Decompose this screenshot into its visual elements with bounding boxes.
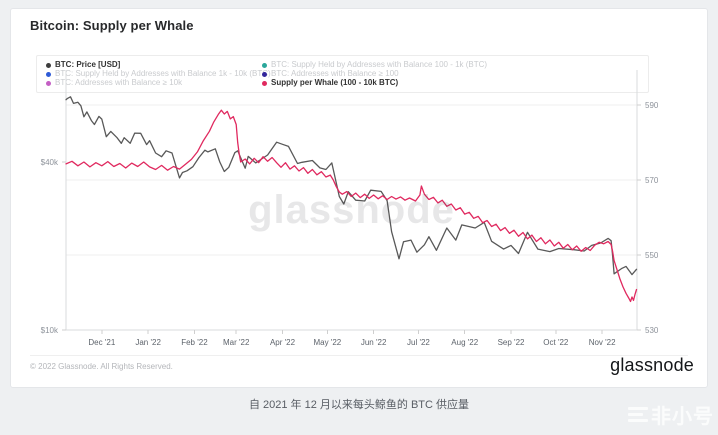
x-axis-tick-label: Nov '22: [588, 338, 616, 347]
legend-color-dot-icon: [46, 62, 51, 68]
legend-color-dot-icon: [46, 80, 51, 86]
legend-color-dot-icon: [262, 71, 267, 77]
legend-item[interactable]: BTC: Price [USD]: [46, 61, 262, 69]
legend-item-label: Supply per Whale (100 - 10k BTC): [271, 78, 399, 87]
y-axis-tick-right: 530: [645, 326, 659, 335]
legend-item[interactable]: Supply per Whale (100 - 10k BTC): [262, 79, 639, 87]
x-axis-tick-label: May '22: [313, 338, 342, 347]
copyright-text: © 2022 Glassnode. All Rights Reserved.: [30, 362, 173, 371]
glassnode-wordmark: glassnode: [610, 355, 694, 375]
legend-item[interactable]: BTC: Supply Held by Addresses with Balan…: [46, 70, 271, 78]
x-axis-tick-label: Oct '22: [543, 338, 569, 347]
legend-color-dot-icon: [262, 80, 267, 86]
x-axis-tick-label: Sep '22: [497, 338, 525, 347]
x-axis-tick-label: Feb '22: [181, 338, 208, 347]
x-axis-tick-label: Dec '21: [88, 338, 116, 347]
legend-item[interactable]: BTC: Addresses with Balance ≥ 10k: [46, 79, 262, 87]
x-axis-tick-label: Apr '22: [269, 338, 296, 347]
legend-box: BTC: Price [USD] BTC: Supply Held by Addr…: [36, 55, 649, 93]
y-axis-tick-right: 550: [645, 251, 659, 260]
legend-column: BTC: Price [USD] BTC: Supply Held by Addr…: [46, 61, 271, 87]
legend-item[interactable]: BTC: Addresses with Balance ≥ 100: [262, 70, 639, 78]
y-axis-tick-right: 570: [645, 176, 659, 185]
price-line: [65, 96, 638, 276]
legend-item-label: BTC: Supply Held by Addresses with Balan…: [55, 69, 271, 78]
page-title: Bitcoin: Supply per Whale: [30, 18, 194, 33]
feixiaohao-logo-icon: [628, 405, 648, 425]
legend-item-label: BTC: Addresses with Balance ≥ 10k: [55, 78, 183, 87]
legend-item[interactable]: BTC: Supply Held by Addresses with Balan…: [262, 61, 639, 69]
footer-divider: [30, 355, 688, 356]
legend-item-label: BTC: Supply Held by Addresses with Balan…: [271, 60, 488, 69]
y-axis-tick-left: $10k: [40, 326, 58, 335]
x-axis-tick-label: Mar '22: [223, 338, 250, 347]
x-axis-tick-label: Jun '22: [360, 338, 387, 347]
legend-color-dot-icon: [262, 62, 267, 68]
y-axis-tick-left: $40k: [40, 158, 58, 168]
x-axis-tick-label: Jan '22: [135, 338, 161, 347]
legend-item-label: BTC: Price [USD]: [55, 60, 121, 69]
legend-item-label: BTC: Addresses with Balance ≥ 100: [271, 69, 399, 78]
feixiaohao-watermark-text: 非小号: [651, 406, 714, 428]
y-axis-tick-right: 590: [645, 101, 659, 110]
feixiaohao-watermark: 非小号: [628, 400, 714, 429]
x-axis-tick-label: Jul '22: [407, 338, 430, 347]
legend-color-dot-icon: [46, 71, 51, 77]
legend-column: BTC: Supply Held by Addresses with Balan…: [262, 61, 639, 87]
caption-text: 自 2021 年 12 月以来每头鲸鱼的 BTC 供应量: [248, 399, 470, 411]
supply-per-whale-line: [65, 109, 638, 303]
x-axis-tick-label: Aug '22: [451, 338, 479, 347]
